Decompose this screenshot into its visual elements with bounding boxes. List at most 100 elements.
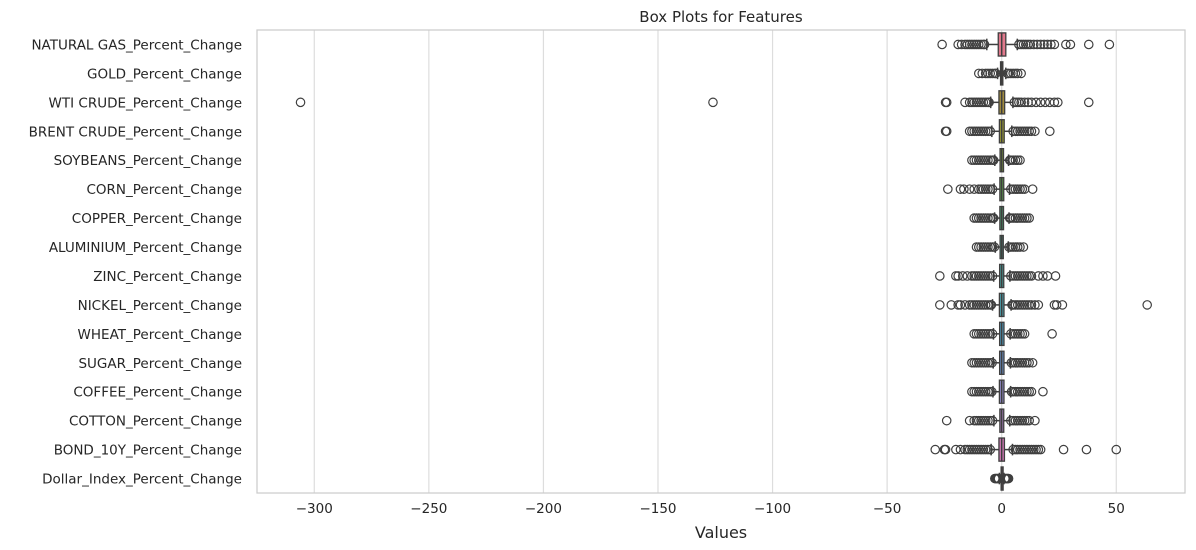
outlier-point — [937, 39, 947, 50]
outlier-point — [1012, 68, 1023, 79]
box-soybeans-percent-change — [967, 147, 1025, 173]
box-natural-gas-percent-change — [937, 32, 1115, 57]
box-layer — [295, 32, 1152, 491]
outlier-point — [1024, 357, 1034, 368]
outlier-point — [295, 97, 306, 108]
box-zinc-percent-change — [935, 263, 1061, 289]
outlier-point — [935, 300, 945, 310]
category-label: COTTON_Percent_Change — [69, 414, 242, 430]
outlier-point — [985, 126, 996, 137]
category-label: NICKEL_Percent_Change — [78, 298, 242, 314]
outlier-point — [979, 39, 990, 50]
outlier-point — [1049, 39, 1060, 50]
outlier-point — [953, 271, 963, 281]
box-gold-percent-change — [973, 61, 1026, 86]
x-tick-label: −200 — [525, 501, 562, 517]
category-label: COFFEE_Percent_Change — [73, 385, 242, 401]
outlier-point — [1038, 386, 1048, 397]
category-labels: NATURAL GAS_Percent_Change GOLD_Percent_C… — [29, 37, 242, 487]
outlier-point — [991, 68, 1001, 79]
box-corn-percent-change — [943, 176, 1038, 202]
outlier-point — [1046, 39, 1056, 50]
outlier-point — [1016, 97, 1026, 108]
outlier-point — [987, 386, 997, 397]
outlier-point — [959, 184, 969, 194]
outlier-point — [935, 271, 945, 281]
outlier-point — [960, 97, 970, 108]
outlier-point — [1035, 97, 1046, 108]
box-wheat-percent-change — [969, 321, 1057, 347]
outlier-point — [1104, 39, 1115, 50]
outlier-point — [946, 300, 957, 310]
outlier-point — [1028, 39, 1039, 50]
outlier-point — [1026, 271, 1037, 281]
outlier-point — [1019, 97, 1030, 108]
category-label: CORN_Percent_Change — [86, 182, 242, 198]
x-axis-label: Values — [695, 523, 747, 542]
outlier-point — [1030, 126, 1040, 137]
box-wti-crude-percent-change — [295, 90, 1094, 115]
outlier-point — [940, 444, 951, 455]
outlier-point — [964, 184, 975, 194]
outlier-point — [969, 184, 979, 194]
outlier-point — [941, 97, 952, 108]
outlier-point — [1016, 68, 1026, 79]
category-label: SUGAR_Percent_Change — [78, 356, 242, 372]
outlier-point — [941, 126, 952, 137]
outlier-point — [973, 68, 984, 79]
outlier-point — [1015, 242, 1025, 252]
outlier-point — [962, 271, 973, 281]
outlier-point — [987, 184, 998, 194]
outlier-point — [1033, 300, 1044, 310]
outlier-point — [1018, 242, 1029, 252]
outlier-point — [1045, 126, 1055, 137]
outlier-point — [941, 415, 952, 426]
outlier-point — [987, 415, 998, 426]
category-label: WHEAT_Percent_Change — [78, 327, 242, 343]
outlier-point — [1038, 271, 1048, 281]
category-label: BOND_10Y_Percent_Change — [54, 443, 242, 459]
outlier-point — [1035, 39, 1046, 50]
box-aluminium-percent-change — [971, 234, 1029, 260]
outlier-point — [1081, 444, 1092, 455]
x-tick-label: −50 — [873, 501, 902, 517]
outlier-point — [943, 184, 953, 194]
outlier-point — [1039, 39, 1049, 50]
box-copper-percent-change — [969, 205, 1034, 231]
outlier-point — [1027, 184, 1038, 194]
outlier-point — [1015, 155, 1025, 166]
outlier-point — [1027, 357, 1038, 368]
outlier-point — [989, 242, 1000, 252]
outlier-point — [1025, 39, 1036, 50]
outlier-point — [1040, 97, 1051, 108]
x-tick-label: 0 — [997, 501, 1006, 517]
outlier-point — [1033, 271, 1044, 281]
x-tick-labels: −300 −250 −200 −150 −100 −50 0 50 — [296, 501, 1125, 517]
x-tick-label: −250 — [410, 501, 447, 517]
outlier-point — [1030, 415, 1040, 426]
outlier-point — [1057, 300, 1068, 310]
outlier-point — [955, 300, 966, 310]
category-label: Dollar_Index_Percent_Change — [42, 472, 242, 488]
box-cotton-percent-change — [941, 408, 1040, 433]
outlier-point — [1026, 300, 1037, 310]
outlier-point — [1024, 213, 1034, 223]
outlier-point — [988, 213, 999, 223]
outlier-point — [1030, 300, 1040, 310]
category-label: ALUMINIUM_Percent_Change — [49, 240, 242, 256]
outlier-point — [930, 444, 941, 455]
outlier-point — [1058, 444, 1069, 455]
outlier-point — [1083, 39, 1094, 50]
x-tick-label: −300 — [296, 501, 333, 517]
category-label: GOLD_Percent_Change — [87, 66, 242, 82]
outlier-point — [1065, 39, 1076, 50]
outlier-point — [1035, 444, 1046, 455]
outlier-point — [964, 415, 975, 426]
outlier-point — [1003, 473, 1014, 484]
outlier-point — [1051, 300, 1062, 310]
outlier-point — [987, 271, 998, 281]
outlier-point — [1031, 97, 1041, 108]
category-label: SOYBEANS_Percent_Change — [54, 153, 242, 169]
category-label: WTI CRUDE_Percent_Change — [49, 95, 242, 111]
